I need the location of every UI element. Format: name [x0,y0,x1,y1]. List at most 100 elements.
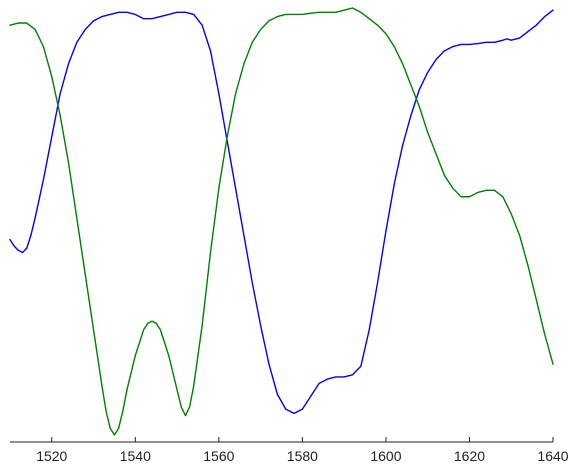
x-tick-label: 1620 [454,448,485,464]
data-point [251,281,253,284]
data-point [17,22,19,24]
data-point [510,213,512,215]
data-point [493,41,496,43]
data-point [51,136,53,138]
data-point [427,71,429,73]
data-point [301,13,303,16]
data-point [92,329,95,331]
x-tick-label: 1640 [537,448,568,464]
data-point [193,13,195,16]
data-point [351,7,354,9]
data-point [251,41,253,43]
data-point [452,187,454,189]
data-point [59,114,61,116]
data-point [109,427,111,430]
data-point [180,406,182,408]
data-point [218,187,220,189]
x-tick-label: 1580 [287,448,318,464]
data-point [59,93,61,95]
x-tick-label: 1540 [120,448,151,464]
data-point [9,239,11,241]
data-point [468,43,471,46]
data-point [67,161,70,164]
data-point [477,191,479,194]
data-point [385,33,387,35]
data-point [402,144,404,146]
data-point [126,389,128,391]
data-point [518,37,521,39]
data-point [285,408,287,410]
data-point [293,412,295,414]
data-point [410,84,412,86]
data-point [360,11,362,13]
data-point [360,365,362,367]
data-point [410,114,412,116]
data-point [42,179,45,181]
data-point [460,43,462,46]
data-point [184,11,187,13]
data-point [326,378,329,380]
data-point [105,410,107,412]
data-point [151,18,153,20]
data-point [502,196,504,198]
data-point [122,410,124,412]
data-point [109,13,111,16]
data-point [51,76,53,78]
data-point [209,251,212,254]
data-point [243,234,245,236]
data-point [297,410,299,412]
data-point [552,363,554,365]
data-point [318,382,320,384]
data-point [485,41,487,43]
data-point [201,324,203,327]
data-point [189,406,191,408]
data-point [510,39,512,41]
data-point [376,24,379,26]
data-point [326,11,329,13]
data-point [168,354,170,357]
data-point [502,39,504,41]
data-point [26,247,28,249]
data-point [84,28,86,31]
data-point [318,11,320,13]
data-point [285,13,287,16]
data-point [343,9,345,11]
x-tick-label: 1520 [36,448,67,464]
data-point [485,189,487,191]
data-point [143,18,145,20]
data-point [506,38,508,40]
data-point [134,354,136,357]
data-point [118,427,120,430]
data-point [17,249,19,251]
data-point [418,88,420,91]
data-point [376,281,379,284]
data-point [268,20,270,22]
data-point [151,320,153,322]
data-point [385,230,387,232]
data-point [13,245,15,247]
data-point [159,329,161,331]
data-point [201,24,203,26]
data-point [84,273,86,275]
data-point [393,46,395,48]
data-point [113,434,116,436]
data-point [101,384,103,387]
data-point [9,24,11,26]
data-point [477,43,479,45]
data-point [268,363,270,365]
data-point [101,15,103,18]
data-point [276,15,278,18]
data-point [176,389,178,391]
data-point [193,384,195,387]
data-point [226,136,228,138]
data-point [443,50,445,52]
data-point [518,234,521,236]
data-point [335,376,337,378]
data-point [535,299,537,301]
data-point [310,395,312,397]
data-point [435,153,437,155]
data-point [209,50,212,52]
data-point [260,28,262,31]
